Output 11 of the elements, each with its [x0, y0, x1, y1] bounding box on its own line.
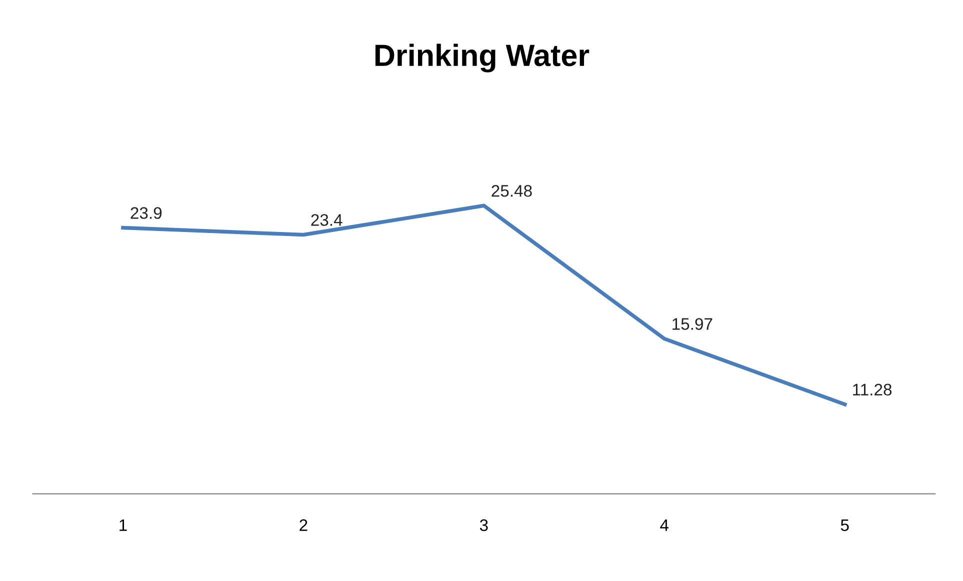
- data-label: 23.9: [130, 207, 162, 219]
- x-tick-label: 4: [660, 519, 669, 531]
- data-label: 15.97: [672, 318, 712, 330]
- data-label: 25.48: [492, 184, 532, 197]
- x-tick-label: 3: [480, 519, 488, 532]
- x-tick-label: 2: [300, 519, 308, 531]
- data-label: 23.4: [311, 214, 342, 226]
- x-tick-label: 1: [120, 519, 127, 531]
- x-tick-label: 5: [840, 519, 849, 532]
- data-label: 11.28: [853, 384, 892, 396]
- chart-title: Drinking Water: [375, 44, 590, 72]
